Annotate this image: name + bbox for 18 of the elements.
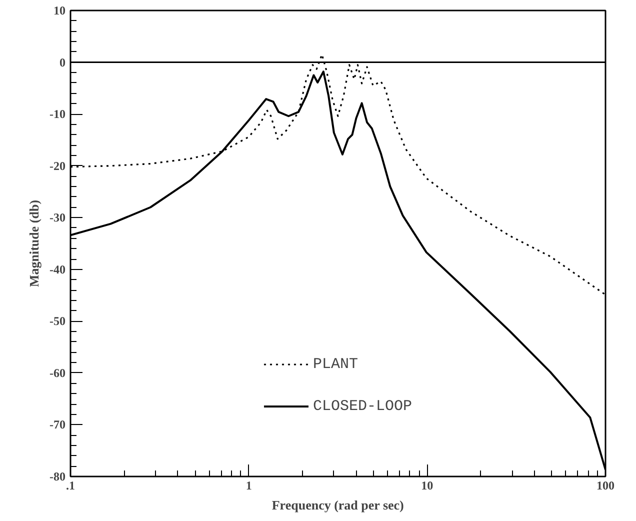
x-tick-label: 1 xyxy=(246,478,252,492)
y-tick-label: -20 xyxy=(50,158,66,173)
y-tick-label: 0 xyxy=(60,55,66,70)
y-tick-label: -80 xyxy=(50,470,66,484)
y-tick-label: -10 xyxy=(50,107,66,122)
x-tick-label: 100 xyxy=(596,478,614,492)
y-tick-label: -70 xyxy=(50,418,66,432)
y-tick-label: -30 xyxy=(50,210,66,225)
y-tick-label: 10 xyxy=(54,4,66,18)
x-tick-label: 10 xyxy=(421,478,434,492)
legend-label: CLOSED-LOOP xyxy=(312,398,412,414)
x-tick-label: .1 xyxy=(66,478,75,492)
y-tick-label: -50 xyxy=(50,314,66,328)
legend-label: PLANT xyxy=(312,356,358,372)
y-axis-title: Magnitude (db) xyxy=(26,200,42,288)
x-axis-title: Frequency (rad per sec) xyxy=(272,498,404,512)
y-tick-label: -40 xyxy=(50,262,66,276)
y-tick-label: -60 xyxy=(50,366,66,380)
